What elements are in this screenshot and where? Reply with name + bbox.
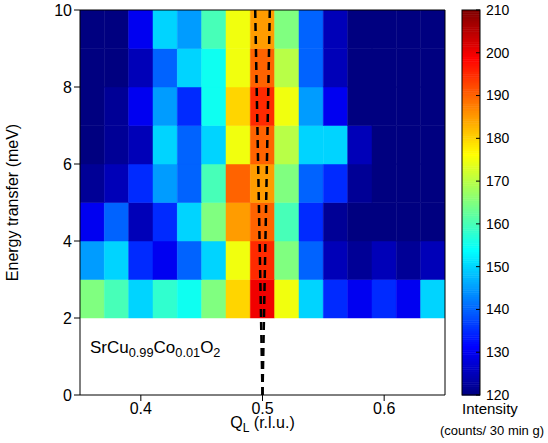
svg-text:190: 190 [486,87,510,103]
svg-text:120: 120 [486,386,510,403]
svg-text:160: 160 [486,216,510,232]
svg-text:0.5: 0.5 [251,400,274,418]
svg-text:170: 170 [486,173,510,189]
svg-text:Energy transfer (meV): Energy transfer (meV) [4,124,21,281]
svg-text:(counts/ 30 min g): (counts/ 30 min g) [440,423,544,438]
svg-text:Intensity: Intensity [462,400,518,417]
svg-text:0.4: 0.4 [130,400,152,417]
html-text:QL(r.l.u.): QL(r.l.u.) [230,414,295,436]
svg-text:6: 6 [63,156,72,173]
svg-text:130: 130 [486,344,510,360]
svg-text:210: 210 [486,2,510,18]
svg-text:180: 180 [486,130,510,146]
svg-text:8: 8 [63,79,72,96]
svg-text:2: 2 [63,310,72,327]
svg-text:0.6: 0.6 [373,400,395,417]
svg-text:200: 200 [486,45,510,61]
svg-text:150: 150 [486,259,510,275]
svg-text:4: 4 [63,233,72,250]
svg-text:10: 10 [54,2,72,19]
html-text:SrCu0.99Co0.01O2: SrCu0.99Co0.01O2 [90,338,221,361]
svg-text:0: 0 [63,387,72,404]
svg-text:140: 140 [486,301,510,317]
